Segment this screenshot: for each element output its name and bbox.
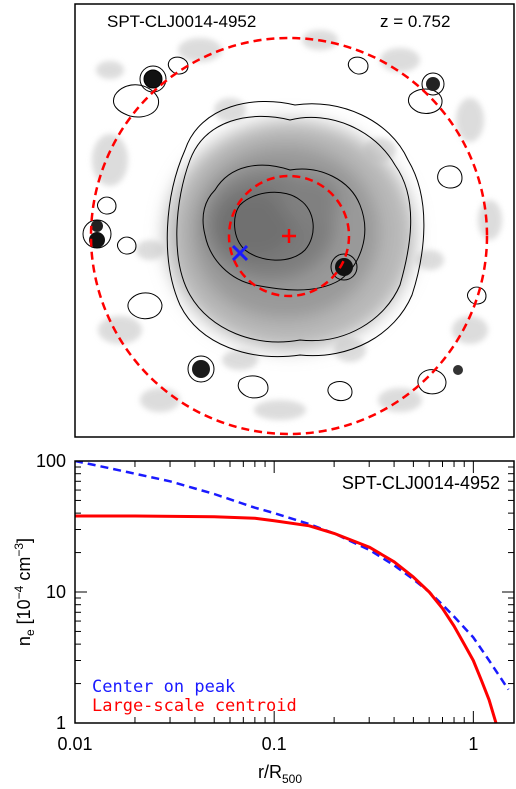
peak-x-marker (231, 244, 249, 262)
inner-aperture-circle (227, 174, 351, 298)
plot-frame (74, 460, 515, 724)
contours (97, 56, 487, 401)
image-frame (74, 3, 515, 438)
y-axis-units-pre: [10 (14, 599, 34, 629)
series-line-large-scale-centroid (75, 514, 498, 723)
redshift-label: z = 0.752 (380, 12, 450, 31)
density-profile-chart: 0.01 0.1 1 1 10 100 SPT-CLJ0014-4952 Center o… (12, 451, 515, 786)
xray-image-panel: SPT-CLJ0014-4952 z = 0.752 (74, 3, 515, 438)
y-tick-label: 10 (46, 582, 66, 602)
plot-area (75, 461, 514, 723)
x-axis-label-main: r/R (258, 762, 282, 782)
y-axis-units-close: ] (14, 538, 34, 543)
y-axis-label-main: n (14, 636, 34, 646)
y-tick-label: 1 (56, 713, 66, 733)
y-axis-units-exp: −4 (12, 585, 26, 599)
legend-entry-peak: Center on peak (92, 677, 235, 697)
y-tick-label: 100 (36, 451, 66, 471)
series-layer (75, 461, 510, 723)
x-tick-label: 0.01 (57, 734, 92, 754)
axis-tick-labels: 0.01 0.1 1 1 10 100 (36, 451, 478, 754)
x-axis-label-sub: 500 (282, 772, 302, 786)
y-axis-label-sub: e (23, 629, 37, 636)
y-axis-label: ne [10−4 cm−3] (12, 538, 37, 646)
y-axis-units-exp2: −3 (12, 543, 26, 557)
cluster-name-label: SPT-CLJ0014-4952 (107, 12, 256, 31)
background-noise (92, 30, 502, 420)
r500-aperture-circle (89, 36, 489, 436)
x-tick-label: 0.1 (262, 734, 287, 754)
legend: Center on peak Large-scale centroid (92, 677, 297, 716)
centroid-plus-marker (282, 229, 296, 243)
x-axis-label: r/R500 (258, 762, 302, 786)
y-axis-units-post: cm (14, 557, 34, 586)
point-sources (82, 65, 463, 383)
legend-entry-centroid: Large-scale centroid (92, 696, 297, 716)
chart-title: SPT-CLJ0014-4952 (342, 473, 500, 493)
x-tick-label: 1 (468, 734, 478, 754)
